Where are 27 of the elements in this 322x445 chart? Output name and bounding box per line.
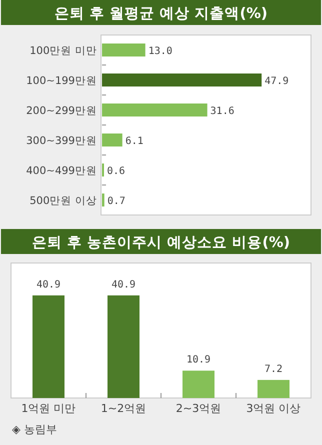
y-tick-label: 500만원 이상 bbox=[30, 195, 97, 207]
data-label: 6.1 bbox=[125, 136, 144, 147]
data-label: 0.6 bbox=[107, 166, 126, 177]
x-tick-label: 1~2억원 bbox=[100, 402, 146, 415]
bar bbox=[102, 104, 208, 116]
chart-title: 은퇴 후 월평균 예상 지출액(%) bbox=[54, 6, 268, 22]
bar bbox=[102, 74, 262, 86]
y-tick-label: 200~299만원 bbox=[26, 105, 97, 117]
y-tick-label: 100만원 미만 bbox=[30, 45, 97, 57]
x-tick-label: 3억원 이상 bbox=[246, 402, 301, 415]
chart-title: 은퇴 후 농촌이주시 예상소요 비용(%) bbox=[32, 235, 290, 251]
text: ◈ 농림부 bbox=[12, 423, 57, 436]
y-tick-label: 100~199만원 bbox=[26, 75, 97, 87]
bar bbox=[102, 44, 146, 56]
x-tick-label: 1억원 미만 bbox=[21, 402, 76, 415]
x-tick-label: 2~3억원 bbox=[176, 402, 222, 415]
data-label: 40.9 bbox=[36, 279, 61, 290]
data-label: 7.2 bbox=[264, 364, 283, 375]
data-label: 13.0 bbox=[148, 46, 172, 57]
data-label: 31.6 bbox=[210, 106, 234, 117]
data-label: 47.9 bbox=[264, 76, 289, 87]
bar bbox=[102, 134, 122, 146]
y-tick-label: 400~499만원 bbox=[26, 165, 97, 177]
y-tick-label: 300~399만원 bbox=[26, 135, 97, 147]
data-label: 0.7 bbox=[107, 196, 126, 207]
data-label: 10.9 bbox=[186, 354, 211, 366]
data-label: 40.9 bbox=[111, 279, 136, 290]
